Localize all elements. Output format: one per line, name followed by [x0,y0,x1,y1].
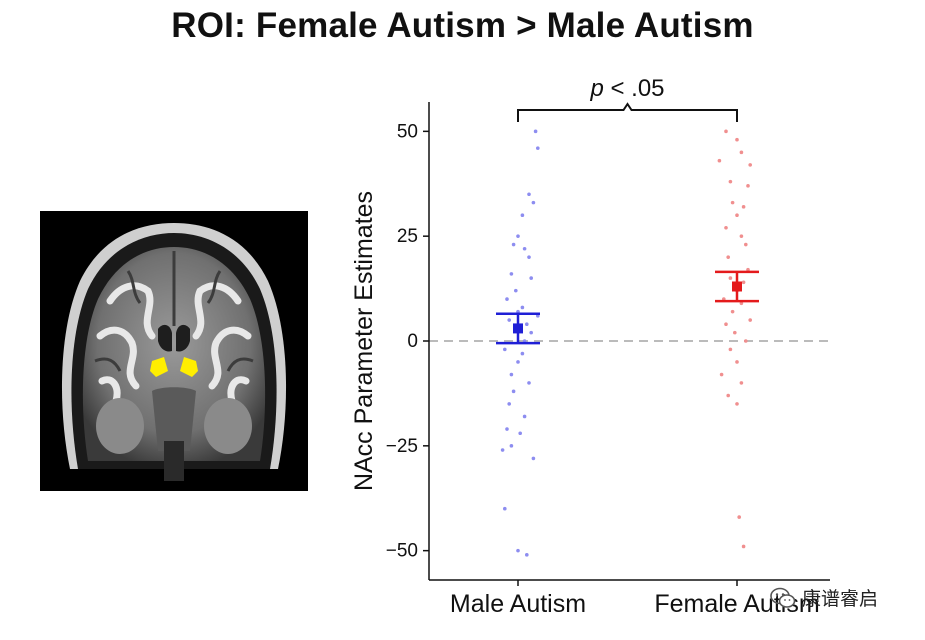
data-point [520,213,525,218]
data-point [525,322,529,327]
data-point [724,129,728,134]
data-point [503,506,507,511]
data-point [511,242,516,247]
data-point [529,276,533,280]
data-point [741,280,746,285]
data-point [507,402,511,406]
y-tick-label: −50 [386,541,418,562]
data-point [735,137,739,142]
data-point [744,242,748,247]
data-point [516,234,520,238]
data-point [533,129,538,134]
data-point [726,255,730,259]
data-point [505,297,509,301]
data-point [739,234,744,238]
data-point [522,246,527,251]
data-point [724,225,728,230]
data-point [748,318,752,322]
y-tick-label: 0 [407,331,418,352]
data-point [728,276,733,280]
data-point [529,330,533,335]
data-point [516,548,520,553]
mean-marker [732,281,742,292]
data-point [509,372,514,377]
wechat-logo-icon [770,587,796,608]
data-point [531,200,536,205]
data-point [728,179,733,184]
data-point [741,205,746,209]
data-point [728,347,733,352]
data-point [500,448,505,452]
data-point [527,381,531,385]
data-point [746,184,750,188]
y-axis-label: NAcc Parameter Estimates [350,191,378,491]
data-point [735,213,739,218]
data-point [748,163,752,167]
data-point [527,255,531,259]
data-point [741,544,746,549]
data-point [739,381,744,385]
data-point [739,150,744,155]
data-point [726,393,730,398]
data-point [520,351,525,356]
data-point [744,339,748,343]
data-point [520,305,525,310]
data-point [527,192,531,197]
significance-threshold-label: < .05 [604,75,665,102]
data-point [719,372,724,377]
data-point [536,146,540,150]
data-point [511,389,516,394]
data-point [525,553,529,557]
data-point [505,427,509,431]
y-tick-label: −25 [386,436,418,457]
data-point [735,402,739,406]
data-point [735,360,739,364]
significance-bracket [517,102,738,122]
y-tick-label: 25 [397,226,418,247]
data-point [730,200,735,205]
x-tick-label: Male Autism [450,590,586,618]
data-point [516,360,520,364]
data-point [518,431,522,436]
watermark-text: 康谱睿启 [802,588,879,610]
data-point [522,414,527,419]
significance-p-label: p [589,75,603,102]
significance-label: p < .05 [589,75,664,102]
page-title: ROI: Female Autism > Male Autism [171,6,754,45]
data-point [730,309,735,314]
data-point [514,288,518,293]
data-point [724,322,728,327]
watermark: 康谱睿启 [770,584,878,611]
data-point [509,444,514,448]
data-point [717,158,722,163]
brain-mri-image [40,211,308,491]
data-point [503,347,507,352]
data-point [733,330,737,335]
data-point [737,515,741,519]
data-point [531,456,536,461]
mean-marker [513,323,523,334]
y-tick-label: 50 [397,121,418,142]
brain-coronal-slice-icon [40,211,308,491]
chart-area: 50 25 0 −25 −50 Male Autism Female Autism NAcc … [340,60,860,640]
data-point [507,318,511,322]
data-point [509,272,514,276]
